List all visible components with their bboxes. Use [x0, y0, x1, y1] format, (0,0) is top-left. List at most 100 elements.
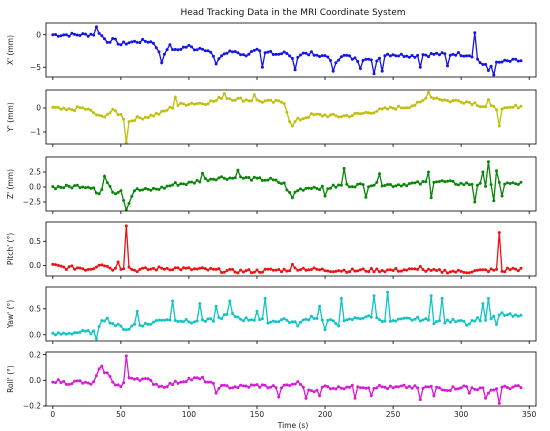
data-point: [318, 55, 322, 58]
data-point: [497, 60, 501, 64]
data-point: [182, 380, 185, 384]
data-point: [78, 266, 82, 270]
data-point: [94, 374, 98, 378]
data-point: [130, 40, 134, 44]
data-point: [241, 319, 245, 323]
data-point: [342, 387, 346, 391]
data-point: [413, 181, 417, 185]
data-point: [397, 54, 400, 58]
data-point: [380, 269, 384, 272]
data-point: [241, 176, 245, 180]
data-point: [228, 97, 232, 101]
data-point: [342, 53, 346, 57]
data-point: [304, 268, 308, 272]
data-point: [388, 105, 392, 109]
x-tick-label: 100: [182, 410, 197, 419]
data-point: [378, 383, 381, 387]
data-point: [187, 320, 191, 324]
data-point: [378, 270, 381, 274]
data-point: [383, 54, 387, 58]
data-point: [108, 321, 112, 325]
data-point: [62, 186, 66, 190]
data-point: [250, 271, 253, 275]
data-point: [67, 107, 71, 111]
data-point: [437, 268, 441, 272]
data-point: [348, 385, 351, 389]
data-point: [427, 385, 430, 389]
data-point: [497, 181, 501, 184]
data-point: [179, 380, 183, 384]
data-point: [486, 98, 490, 102]
data-point: [473, 31, 477, 35]
data-point: [443, 98, 447, 102]
panel-4: 0.5 0.0 Yaw' (°): [6, 286, 537, 344]
data-point: [277, 268, 281, 271]
data-point: [124, 354, 128, 358]
data-point: [157, 385, 161, 389]
data-point: [190, 180, 194, 184]
data-point: [266, 50, 270, 54]
data-point: [266, 267, 270, 271]
data-point: [179, 47, 183, 51]
data-point: [51, 105, 55, 109]
data-point: [263, 296, 267, 300]
data-point: [165, 184, 169, 188]
data-point: [176, 381, 180, 385]
data-point: [350, 114, 354, 118]
data-point: [222, 270, 226, 274]
data-point: [369, 394, 373, 398]
data-point: [89, 108, 93, 112]
data-point: [100, 364, 104, 368]
data-point: [388, 384, 392, 388]
data-point: [451, 179, 455, 183]
data-point: [329, 387, 332, 391]
data-point: [356, 111, 360, 115]
data-point: [78, 106, 82, 110]
data-point: [446, 99, 449, 102]
data-point: [326, 187, 330, 191]
data-point: [86, 381, 90, 385]
data-point: [462, 270, 466, 274]
data-point: [296, 189, 300, 193]
data-point: [84, 268, 87, 272]
data-point: [94, 25, 98, 29]
data-point: [244, 54, 248, 58]
data-point: [274, 178, 278, 182]
data-point: [413, 55, 417, 59]
data-point: [421, 180, 425, 183]
data-point: [326, 318, 330, 322]
data-point: [141, 37, 145, 41]
data-point: [143, 321, 147, 325]
data-point: [326, 269, 330, 273]
data-point: [462, 101, 466, 105]
data-point: [241, 384, 245, 388]
data-point: [54, 105, 57, 109]
data-point: [84, 32, 87, 36]
data-point: [402, 383, 406, 387]
data-point: [271, 319, 275, 323]
data-point: [236, 271, 240, 275]
data-point: [296, 55, 300, 59]
data-point: [201, 47, 204, 51]
data-point: [190, 378, 194, 382]
data-point: [247, 176, 251, 179]
data-point: [307, 268, 311, 272]
data-point: [293, 68, 297, 72]
data-point: [51, 262, 55, 266]
data-point: [486, 270, 490, 274]
data-point: [418, 100, 422, 104]
data-point: [225, 178, 229, 181]
data-point: [514, 57, 518, 61]
data-point: [489, 267, 493, 271]
data-point: [383, 184, 387, 187]
data-point: [277, 395, 281, 399]
data-point: [337, 183, 341, 187]
data-point: [290, 320, 294, 324]
data-point: [236, 386, 240, 390]
data-point: [323, 328, 327, 332]
data-point: [356, 316, 360, 320]
data-point: [73, 331, 77, 335]
data-point: [56, 331, 60, 335]
data-point: [236, 96, 240, 100]
